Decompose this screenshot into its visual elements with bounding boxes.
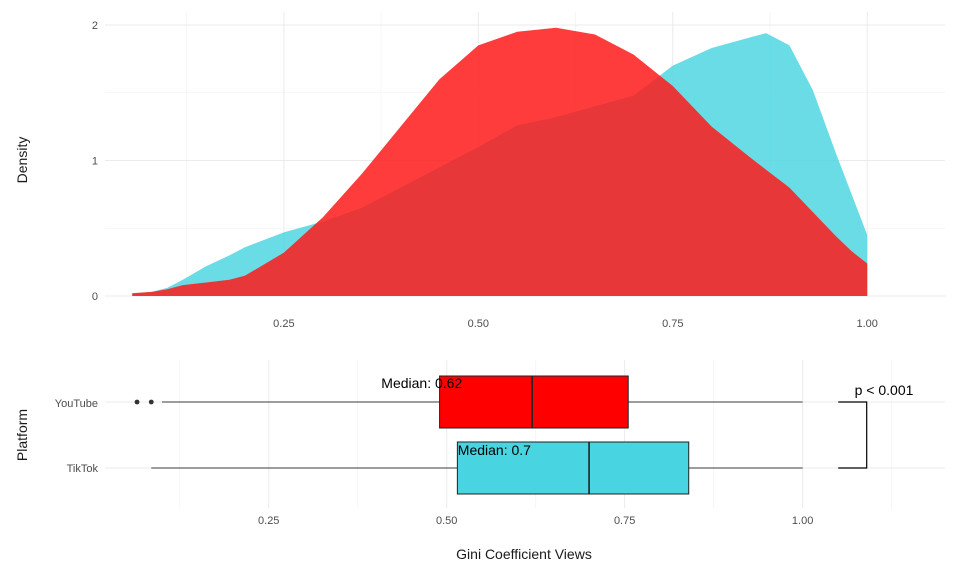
category-label-tiktok: TikTok bbox=[67, 463, 99, 475]
density-panel: 0.25 0.50 0.75 1.00 0 1 2 Density bbox=[14, 12, 945, 330]
y-tick-label: 1 bbox=[92, 156, 98, 168]
x-tick-label: 1.00 bbox=[857, 318, 878, 330]
boxplot-x-tick-labels: 0.25 0.50 0.75 1.00 bbox=[258, 515, 813, 527]
boxplot-y-axis-title: Platform bbox=[14, 409, 30, 461]
x-tick-label: 0.50 bbox=[436, 515, 457, 527]
density-area-youtube bbox=[132, 27, 868, 297]
boxplot-x-axis-title: Gini Coefficient Views bbox=[456, 546, 592, 562]
category-label-youtube: YouTube bbox=[55, 398, 98, 410]
box-youtube bbox=[439, 375, 629, 429]
density-x-tick-labels: 0.25 0.50 0.75 1.00 bbox=[273, 318, 878, 330]
box-tiktok bbox=[456, 441, 690, 495]
significance-bracket bbox=[838, 401, 868, 469]
median-label-youtube: Median: 0.62 bbox=[381, 375, 462, 391]
x-tick-label: 1.00 bbox=[792, 515, 813, 527]
y-tick-label: 0 bbox=[92, 291, 98, 303]
outlier-point-youtube bbox=[148, 399, 154, 405]
x-tick-label: 0.75 bbox=[662, 318, 683, 330]
density-y-tick-labels: 0 1 2 bbox=[92, 20, 98, 303]
x-tick-label: 0.50 bbox=[468, 318, 489, 330]
significance-label: p < 0.001 bbox=[855, 382, 914, 398]
x-tick-label: 0.25 bbox=[258, 515, 279, 527]
boxplot-panel: 0.25 0.50 0.75 1.00 YouTube TikTok Platform… bbox=[14, 360, 945, 562]
x-tick-label: 0.25 bbox=[273, 318, 294, 330]
outlier-point-youtube bbox=[134, 399, 140, 405]
x-tick-label: 0.75 bbox=[614, 515, 635, 527]
density-y-axis-title: Density bbox=[14, 137, 30, 184]
median-label-tiktok: Median: 0.7 bbox=[458, 442, 531, 458]
boxplot-elements bbox=[134, 375, 803, 495]
y-tick-label: 2 bbox=[92, 20, 98, 32]
